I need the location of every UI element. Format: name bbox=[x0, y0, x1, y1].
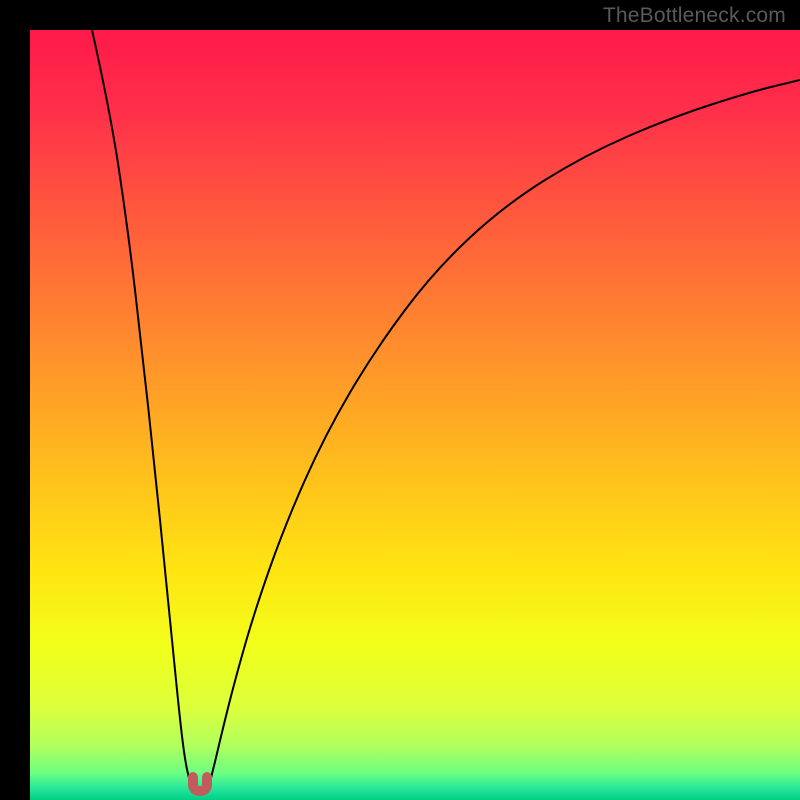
bottleneck-curve bbox=[30, 30, 800, 800]
watermark-text: TheBottleneck.com bbox=[603, 4, 786, 28]
plot-area bbox=[30, 30, 800, 800]
bottom-u-marker bbox=[188, 772, 212, 796]
